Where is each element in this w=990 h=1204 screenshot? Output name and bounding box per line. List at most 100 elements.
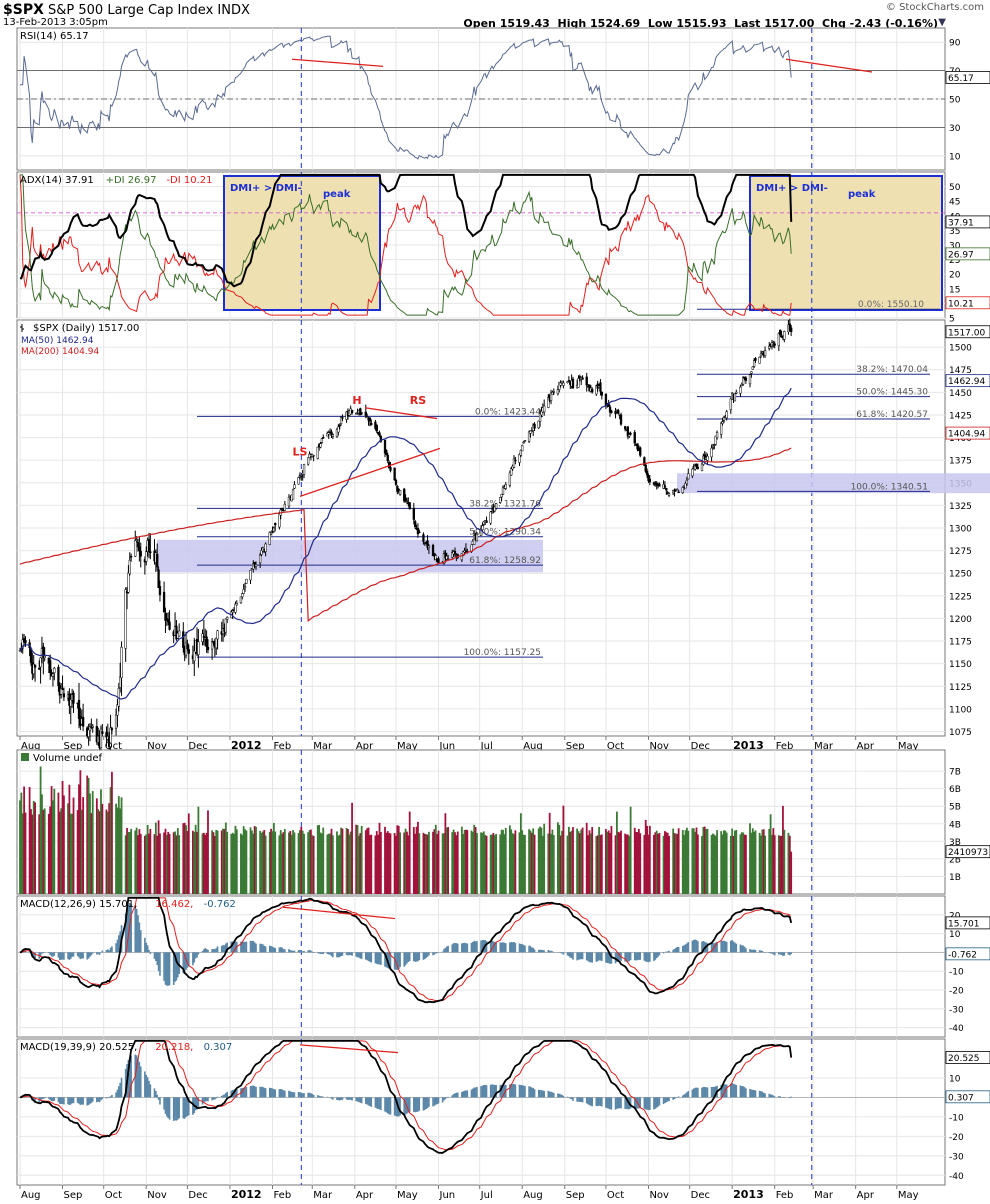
macd2-histogram-bar — [127, 1059, 130, 1098]
macd2-histogram-bar — [366, 1097, 368, 1105]
volume-bar — [502, 829, 504, 894]
macd1-histogram-bar — [290, 950, 293, 953]
volume-bar — [614, 835, 617, 894]
price-candle — [99, 728, 103, 749]
macd2-histogram-bar — [734, 1084, 736, 1098]
bottom-xaxis-label: Apr — [857, 1190, 875, 1201]
macd1-histogram-bar — [773, 952, 776, 956]
price-candle — [162, 591, 166, 613]
price-xaxis-label: Dec — [188, 741, 207, 752]
macd1-histogram-bar — [172, 952, 175, 985]
macd2-histogram-bar — [576, 1097, 578, 1102]
macd1-tick-label: -40 — [949, 1024, 964, 1034]
macd1-histogram-bar — [90, 952, 93, 956]
volume-bar — [211, 830, 214, 894]
macd2-histogram-bar — [167, 1097, 169, 1119]
macd2-histogram-bar — [701, 1087, 703, 1098]
macd1-histogram-bar — [472, 941, 474, 953]
macd2-histogram-bar — [638, 1097, 640, 1109]
macd1-histogram-bar — [97, 952, 100, 954]
macd2-title-part: 20.218, — [155, 1042, 193, 1053]
macd1-histogram-bar — [779, 952, 781, 955]
macd1-histogram-bar — [182, 952, 185, 974]
price-candle — [242, 589, 245, 594]
macd1-histogram-bar — [50, 952, 53, 957]
macd2-histogram-bar — [732, 1083, 735, 1098]
volume-bar — [369, 835, 371, 894]
volume-bar — [685, 827, 688, 894]
macd2-histogram-bar — [216, 1096, 219, 1098]
low-label: Low — [647, 17, 673, 30]
chg-label: Chg — [822, 17, 846, 30]
volume-tick-label: 5B — [949, 803, 961, 813]
macd1-histogram-bar — [332, 952, 334, 958]
macd2-histogram-bar — [172, 1097, 175, 1121]
macd2-histogram-bar — [299, 1092, 301, 1098]
volume-bar — [204, 834, 207, 894]
macd1-histogram-bar — [570, 952, 573, 959]
macd1-histogram-bar — [101, 950, 104, 953]
triangle-down-icon[interactable]: ▼ — [938, 17, 946, 28]
last-label: Last — [734, 17, 761, 30]
macd1-histogram-bar — [159, 952, 161, 976]
volume-bar — [111, 771, 113, 894]
price-candle — [157, 569, 160, 589]
open-label: Open — [463, 17, 496, 30]
macd1-histogram-bar — [510, 942, 513, 953]
price-candle — [215, 637, 218, 649]
volume-bar — [79, 770, 82, 894]
macd2-histogram-bar — [252, 1085, 255, 1098]
macd1-tick-label: 10 — [949, 930, 961, 940]
volume-bar — [462, 833, 465, 894]
price-candle — [562, 382, 565, 386]
macd1-histogram-bar — [223, 945, 226, 953]
macd1-histogram-bar — [701, 941, 703, 953]
volume-bar — [233, 833, 235, 894]
price-candle — [758, 356, 761, 364]
high-label: High — [557, 17, 587, 30]
macd1-histogram-bar — [197, 952, 200, 955]
price-candle — [110, 728, 114, 731]
price-candle — [383, 439, 387, 454]
macd1-histogram-bar — [646, 952, 648, 962]
candle-legend-icon — [20, 324, 24, 332]
macd2-histogram-bar — [90, 1097, 93, 1103]
macd1-histogram-bar — [426, 952, 429, 957]
macd1-histogram-bar — [115, 943, 117, 953]
macd2-histogram-bar — [43, 1097, 46, 1099]
price-candle — [29, 648, 33, 663]
volume-bar — [130, 828, 133, 894]
price-candle — [722, 417, 726, 421]
macd2-histogram-bar — [740, 1086, 743, 1098]
price-candle — [385, 450, 388, 455]
macd2-histogram-bar — [572, 1097, 574, 1101]
chart-date: 13-Feb-2013 3:05pm — [3, 17, 108, 28]
macd2-histogram-bar — [697, 1087, 699, 1098]
price-candle — [735, 391, 738, 394]
macd2-histogram-bar — [375, 1097, 378, 1109]
macd2-histogram-bar — [666, 1097, 669, 1102]
volume-bar — [366, 828, 369, 894]
macd2-histogram-bar — [138, 1061, 141, 1098]
volume-bar — [297, 833, 300, 894]
price-candle — [504, 484, 507, 489]
macd1-histogram-bar — [226, 942, 229, 953]
macd2-histogram-bar — [207, 1097, 209, 1102]
macd1-histogram-bar — [86, 952, 89, 960]
macd2-histogram-bar — [262, 1086, 264, 1098]
plus-di-current-label-box — [945, 247, 990, 261]
macd2-histogram-bar — [437, 1097, 440, 1104]
macd1-histogram-bar — [289, 949, 292, 953]
volume-current-label-box — [945, 845, 990, 859]
macd2-histogram-bar — [91, 1097, 94, 1102]
volume-bar — [657, 833, 659, 894]
price-candle — [398, 490, 402, 495]
exchange-name: INDX — [217, 3, 250, 18]
macd1-histogram-bar — [687, 941, 690, 953]
macd2-histogram-bar — [489, 1084, 492, 1098]
macd1-histogram-bar — [369, 952, 371, 962]
macd2-histogram-bar — [322, 1096, 325, 1098]
volume-bar — [454, 832, 456, 894]
volume-bar — [503, 834, 506, 894]
macd1-histogram-bar — [281, 947, 283, 953]
